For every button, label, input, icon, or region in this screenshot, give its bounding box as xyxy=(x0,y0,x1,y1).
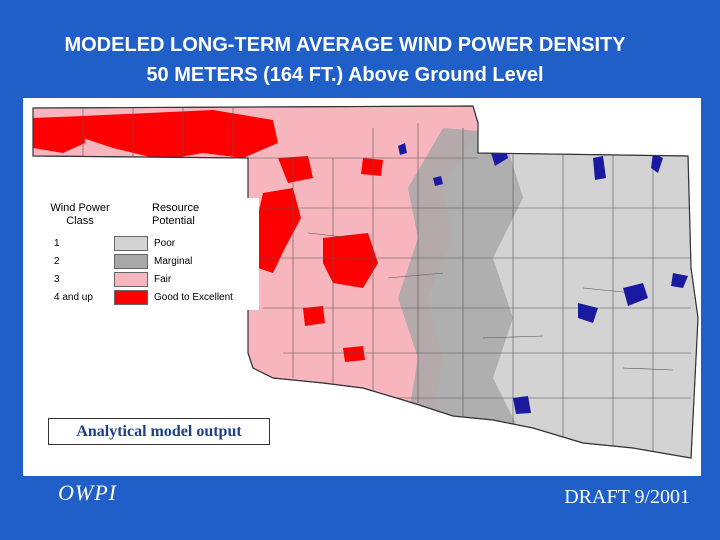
legend-label-marginal: Marginal xyxy=(154,256,193,267)
legend-class-header: Wind Power Class xyxy=(50,202,110,227)
title-line-2: 50 METERS (164 FT.) Above Ground Level xyxy=(146,64,544,86)
county-lines xyxy=(82,108,691,453)
legend-label-good: Good to Excellent xyxy=(154,292,233,303)
marginal-zone xyxy=(398,128,523,458)
legend-swatch-poor xyxy=(114,236,148,251)
map-legend: Wind Power Class Resource Potential 1 Po… xyxy=(34,198,259,310)
legend-label-fair: Fair xyxy=(154,274,172,285)
legend-swatch-marginal xyxy=(114,254,148,269)
legend-class-4: 4 and up xyxy=(54,292,93,303)
map-panel: Wind Power Class Resource Potential 1 Po… xyxy=(23,98,701,476)
legend-class-2: 2 xyxy=(54,256,60,267)
map-title: MODELED LONG-TERM AVERAGE WIND POWER DEN… xyxy=(0,30,690,90)
state-outline xyxy=(32,105,699,459)
title-line-1: MODELED LONG-TERM AVERAGE WIND POWER DEN… xyxy=(64,34,626,56)
legend-swatch-fair xyxy=(114,272,148,287)
footer-draft-date: DRAFT 9/2001 xyxy=(564,486,690,508)
caption-box: Analytical model output xyxy=(48,418,270,445)
legend-class-1: 1 xyxy=(54,238,60,249)
legend-resource-header: Resource Potential xyxy=(152,202,200,227)
oklahoma-wind-map xyxy=(32,105,699,459)
good-resource-patches xyxy=(33,110,383,362)
legend-swatch-good xyxy=(114,290,148,305)
footer-owpi: OWPI xyxy=(58,480,117,505)
legend-class-3: 3 xyxy=(54,274,60,285)
legend-label-poor: Poor xyxy=(154,238,176,249)
